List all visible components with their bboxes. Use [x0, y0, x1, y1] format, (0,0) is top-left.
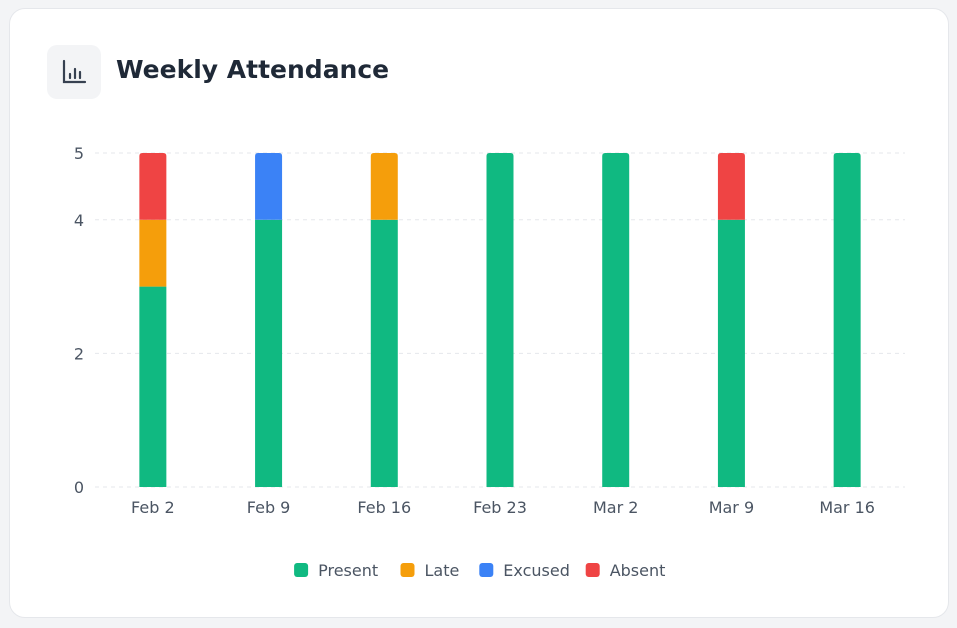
- bar-present: [602, 153, 630, 487]
- bar-chart-icon: [47, 45, 101, 99]
- x-tick-label: Feb 23: [473, 498, 527, 517]
- x-tick-label: Mar 16: [819, 498, 875, 517]
- x-tick-label: Feb 16: [357, 498, 411, 517]
- bar-present: [370, 219, 398, 488]
- legend-swatch-present: [294, 563, 309, 577]
- bar-late: [370, 153, 398, 220]
- bar-excused: [255, 153, 283, 220]
- bar-present: [486, 153, 514, 487]
- y-tick-label: 4: [74, 211, 84, 230]
- chart-title: Weekly Attendance: [116, 55, 390, 84]
- bar-present: [717, 219, 745, 488]
- legend-label-late: Late: [425, 561, 460, 580]
- y-tick-label: 2: [74, 344, 84, 363]
- x-tick-label: Mar 2: [593, 498, 638, 517]
- bar-present: [139, 286, 167, 487]
- x-tick-label: Feb 9: [247, 498, 291, 517]
- legend-label-excused: Excused: [503, 561, 570, 580]
- legend-label-absent: Absent: [610, 561, 666, 580]
- y-tick-label: 0: [74, 478, 84, 497]
- legend-label-present: Present: [318, 561, 378, 580]
- legend-swatch-absent: [585, 563, 600, 577]
- x-tick-label: Mar 9: [709, 498, 754, 517]
- bar-present: [833, 153, 861, 487]
- bar-present: [255, 219, 283, 488]
- x-tick-label: Feb 2: [131, 498, 175, 517]
- bar-absent: [717, 153, 745, 220]
- legend-swatch-late: [400, 563, 415, 577]
- bar-absent: [139, 153, 167, 220]
- y-tick-label: 5: [74, 144, 84, 163]
- legend-swatch-excused: [479, 563, 494, 577]
- bar-late: [139, 219, 167, 287]
